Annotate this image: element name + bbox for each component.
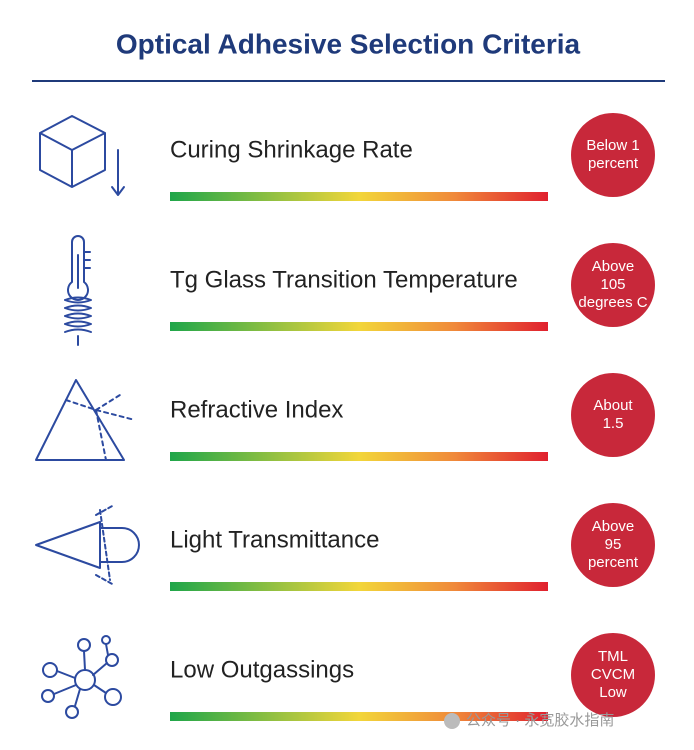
icon-thermometer [64,235,92,346]
gradient-bar [170,582,548,591]
gradient-bar [170,322,548,331]
badge-text: Low [599,684,627,701]
badge-text: About [593,397,633,414]
badge-text: percent [588,554,639,571]
title: Optical Adhesive Selection Criteria [116,28,581,59]
gradient-bar [170,192,548,201]
criterion-label: Curing Shrinkage Rate [170,136,413,163]
criterion-label: Low Outgassings [170,656,354,683]
criterion-row: Tg Glass Transition Temperature Above105d… [170,243,655,331]
badge-text: percent [588,155,639,172]
criterion-label: Tg Glass Transition Temperature [170,266,518,293]
badge [571,243,655,327]
gradient-bar [170,712,548,721]
badge-text: Above [592,258,635,275]
badge-text: TML [598,648,628,665]
watermark-text: 公众号 · 永宽胶水指南 [466,712,614,729]
gradient-bar [170,452,548,461]
watermark-icon [444,713,460,729]
criterion-label: Light Transmittance [170,526,379,553]
badge [571,633,655,717]
icon-cube [39,115,125,196]
badge-text: Below 1 [586,137,639,154]
badge-text: 105 [600,276,625,293]
badge-text: 1.5 [603,415,624,432]
criterion-label: Refractive Index [170,396,343,423]
badge [571,113,655,197]
badge [571,373,655,457]
badge [571,503,655,587]
badge-text: degrees C [578,294,647,311]
icon-molecule [41,635,122,719]
watermark: 公众号 · 永宽胶水指南 [444,712,614,729]
icon-light [35,504,140,586]
badge-text: Above [592,518,635,535]
badge-text: CVCM [591,666,635,683]
icon-prism [35,379,136,461]
badge-text: 95 [605,536,622,553]
